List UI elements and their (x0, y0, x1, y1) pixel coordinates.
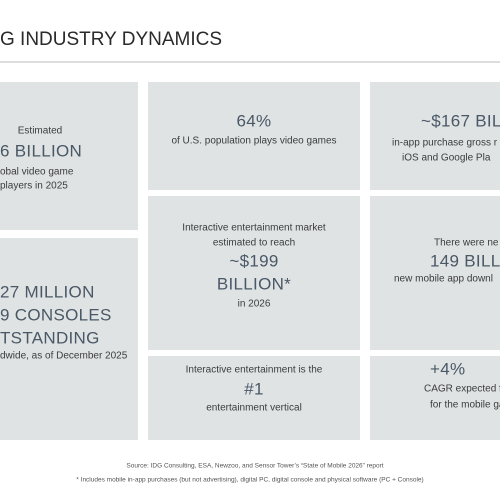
tile-text: in-app purchase gross r (392, 138, 498, 149)
tile (0, 82, 138, 230)
tile-text: Interactive entertainment market (182, 223, 326, 234)
tile-figure: ~$199 (229, 251, 278, 270)
tile-figure: ~$167 BILL (421, 111, 500, 130)
tile-text: Estimated (18, 126, 62, 137)
tile (148, 82, 360, 190)
tile (370, 82, 500, 190)
tile-figure: #1 (244, 379, 264, 398)
tile-text: CAGR expected from (424, 384, 500, 395)
footnote: * Includes mobile in-app purchases (but … (76, 477, 423, 484)
tile-figure: 9 CONSOLES (0, 305, 112, 324)
tile-text: iOS and Google Pla (402, 153, 491, 164)
tile (148, 196, 360, 350)
tile-text: players in 2025 (0, 181, 68, 192)
tile-figure: BILLION* (217, 274, 291, 293)
tile (370, 356, 500, 440)
tile-text: estimated to reach (213, 238, 295, 249)
tile-text: in 2026 (238, 299, 271, 310)
tile-figure: +4% (430, 359, 465, 378)
tile-figure: 64% (237, 111, 272, 130)
tile (370, 196, 500, 350)
tile-figure: TSTANDING (0, 328, 100, 347)
tile (148, 356, 360, 440)
tile-text: new mobile app downl (394, 274, 493, 285)
source-note: Source: IDG Consulting, ESA, Newzoo, and… (126, 463, 383, 470)
tile-text: for the mobile gami (430, 400, 500, 411)
tile-figure: 149 BILLI (430, 251, 500, 270)
tile (0, 238, 138, 440)
tile-text: Interactive entertainment is the (186, 365, 323, 376)
tile-text: entertainment vertical (206, 403, 302, 414)
slide-title: G INDUSTRY DYNAMICS (0, 29, 222, 50)
tile-figure: 27 MILLION (0, 282, 95, 301)
tile-text: of U.S. population plays video games (171, 136, 336, 147)
tile-text: There were ne (434, 238, 499, 249)
tile-text: dwide, as of December 2025 (0, 351, 128, 362)
tile-text: obal video game (0, 167, 74, 178)
tile-figure: 6 BILLION (0, 141, 82, 160)
